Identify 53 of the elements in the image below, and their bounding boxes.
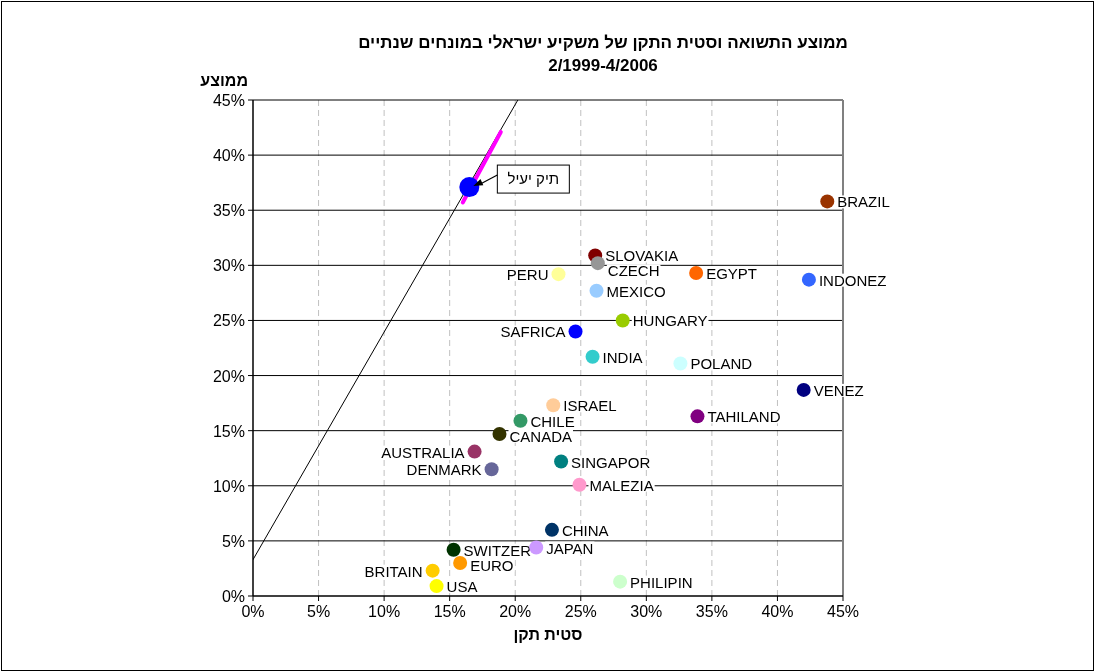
x-tick-label: 40% [761, 603, 794, 620]
series-label: CHINA [561, 521, 609, 539]
y-tick-label: 25% [212, 312, 245, 330]
series-label: EGYPT [706, 265, 758, 283]
y-tick-label: 40% [212, 147, 245, 165]
y-tick-label: 10% [212, 477, 245, 495]
series-label: MEXICO [606, 282, 666, 300]
x-tick-label: 0% [241, 603, 265, 620]
series-label: PHILIPIN [630, 573, 693, 591]
y-tick-label: 15% [212, 422, 245, 440]
chart-title: ממוצע התשואה וסטית התקן של משקיע ישראלי במונחים שנתיים [358, 33, 848, 52]
series-label: AUSTRALIA [381, 443, 465, 461]
y-tick-label: 0% [221, 588, 245, 605]
series-label: PERU [506, 266, 549, 284]
y-tick-label: 20% [212, 367, 245, 385]
series-label: DENMARK [406, 461, 482, 479]
y-tick-label: 35% [212, 202, 245, 220]
y-axis-title: ממוצע [200, 72, 248, 89]
series-label: CZECH [607, 262, 660, 280]
series-label: JAPAN [546, 539, 594, 557]
series-label: MALEZIA [589, 476, 654, 494]
series-label: INDIA [602, 348, 643, 366]
x-tick-label: 30% [630, 603, 663, 620]
series-label: USA [446, 578, 478, 596]
series-label: POLAND [690, 355, 753, 373]
annotation: תיק יעיל [473, 164, 570, 194]
series-label: INDONEZ [818, 271, 887, 289]
x-tick-label: 10% [368, 603, 401, 620]
series-label: ISRAEL [563, 397, 617, 415]
series-label: SAFRICA [500, 323, 566, 341]
series-label: SLOVAKIA [605, 247, 679, 265]
series-label: BRITAIN [364, 562, 423, 580]
series-label: SINGAPOR [571, 453, 651, 471]
x-tick-label: 15% [433, 603, 466, 620]
x-tick-label: 5% [306, 603, 331, 620]
series-label: BRAZIL [837, 193, 890, 211]
y-tick-label: 45% [212, 92, 245, 109]
x-tick-label: 20% [499, 603, 532, 620]
x-tick-label: 35% [695, 603, 728, 620]
series-label: HUNGARY [632, 312, 708, 330]
series-label: VENEZ [813, 381, 864, 399]
x-tick-label: 45% [826, 603, 860, 620]
series-label: CANADA [509, 427, 572, 445]
x-axis-title: סטית תקן [513, 626, 583, 643]
series-label: TAHILAND [707, 408, 781, 426]
x-tick-label: 25% [564, 603, 597, 620]
annotation: תיק יעיל [507, 170, 560, 188]
y-tick-label: 30% [212, 257, 245, 275]
series-label: EURO [470, 556, 514, 574]
chart-subtitle: 2/1999-4/2006 [548, 56, 658, 75]
series-label: SWITZER [463, 541, 532, 559]
y-tick-label: 5% [221, 532, 245, 550]
series-label: CHILE [530, 412, 575, 430]
